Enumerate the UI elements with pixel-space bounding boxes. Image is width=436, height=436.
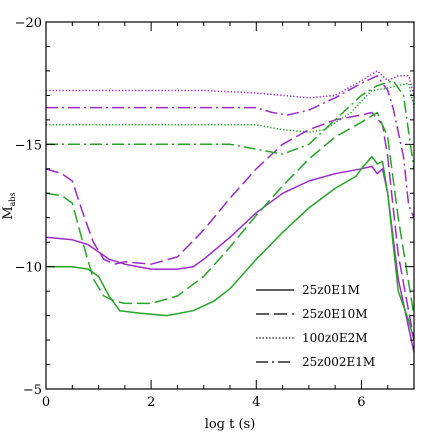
series-25z0E10M-green <box>46 111 414 316</box>
x-axis-label: log t (s) <box>205 417 256 432</box>
series-25z0E1M-purple <box>46 165 414 353</box>
tick-layer <box>45 21 415 390</box>
y-tick-label: −20 <box>15 16 42 31</box>
y-tick-label: −10 <box>15 261 42 276</box>
series-25z002E1M-green <box>46 79 414 169</box>
x-tick-label: 6 <box>357 395 365 410</box>
legend: 25z0E1M 25z0E10M 100z0E2M 25z002E1M <box>256 283 375 369</box>
x-tick-label: 0 <box>42 395 50 410</box>
svg-text:Mabs: Mabs <box>1 192 17 219</box>
series-25z0E10M-purple <box>46 111 414 341</box>
y-tick-label: −15 <box>15 138 42 153</box>
series-25z002E1M-purple <box>46 75 414 218</box>
legend-label-25z0E10M: 25z0E10M <box>302 307 368 321</box>
y-axis-label-main: M <box>1 206 16 219</box>
legend-label-25z002E1M: 25z002E1M <box>302 355 375 369</box>
x-tick-label: 4 <box>252 395 260 410</box>
series-100z0E2M-purple <box>46 70 414 99</box>
legend-label-100z0E2M: 100z0E2M <box>302 331 368 345</box>
tick-label-layer: 0 2 4 6 −5 −10 −15 −20 <box>15 16 366 410</box>
x-tick-label: 2 <box>147 395 155 410</box>
y-axis-label-sub: abs <box>8 192 17 206</box>
legend-label-25z0E1M: 25z0E1M <box>302 283 360 297</box>
y-axis-label: Mabs <box>1 192 17 219</box>
series-25z0E1M-green <box>46 155 414 341</box>
series-layer <box>46 70 414 353</box>
series-100z0E2M-green <box>46 82 414 133</box>
y-tick-label: −5 <box>23 383 42 398</box>
